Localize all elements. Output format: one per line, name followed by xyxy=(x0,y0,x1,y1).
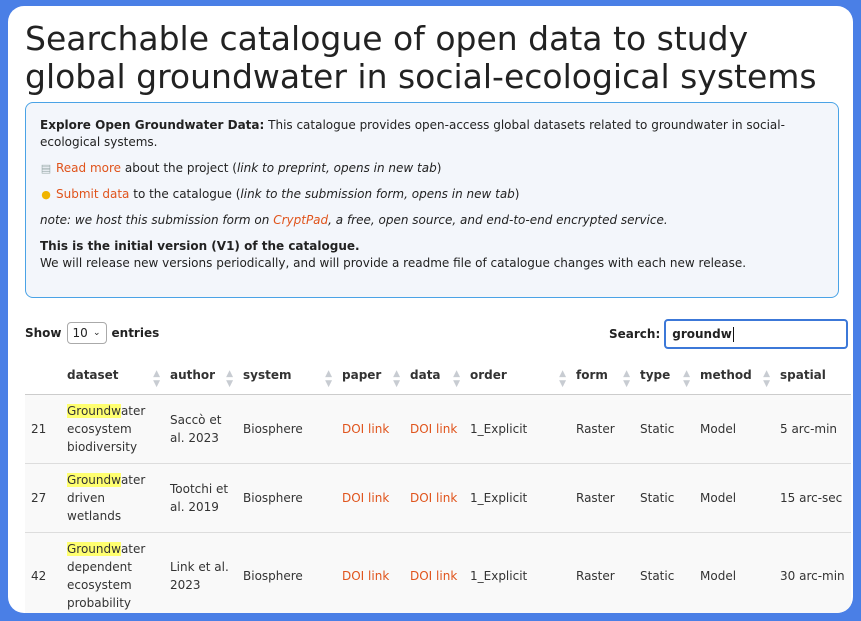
cell-order: 1_Explicit xyxy=(464,394,570,464)
col-header-dataset[interactable]: dataset ▲ ▼ xyxy=(61,356,164,395)
cell-spatial: 30 arc-min xyxy=(774,532,851,613)
data-doi-link[interactable]: DOI link xyxy=(404,394,464,464)
read-more-text: about the project ( xyxy=(121,161,237,175)
data-doi-link[interactable]: DOI link xyxy=(404,532,464,613)
col-header-type[interactable]: type ▲ ▼ xyxy=(634,356,694,395)
data-doi-link[interactable]: DOI link xyxy=(404,463,464,533)
search-highlight: Groundw xyxy=(67,404,121,418)
sort-icon: ▲ ▼ xyxy=(623,369,630,389)
sort-icon: ▲ ▼ xyxy=(453,369,460,389)
table-row: 21 Groundwater ecosystem biodiversity Sa… xyxy=(25,394,851,464)
read-more-note: link to preprint, opens in new tab xyxy=(236,161,437,175)
search-label: Search: xyxy=(609,327,661,341)
page-title: Searchable catalogue of open data to stu… xyxy=(25,19,817,96)
cell-id: 27 xyxy=(25,463,61,533)
notepad-icon: ▤ xyxy=(40,162,52,175)
entries-label: entries xyxy=(111,326,160,340)
cell-dataset: Groundwater ecosystem biodiversity xyxy=(61,394,164,464)
sort-icon: ▲ ▼ xyxy=(393,369,400,389)
cell-system: Biosphere xyxy=(237,394,336,464)
submit-note: link to the submission form, opens in ne… xyxy=(240,187,515,201)
sort-icon: ▲ ▼ xyxy=(683,369,690,389)
col-header-spatial[interactable]: spatial xyxy=(774,356,851,395)
chevron-down-icon: ⌄ xyxy=(92,328,101,338)
table-row: 42 Groundwater dependent ecosystem proba… xyxy=(25,532,851,613)
entries-control: Show 10 ⌄ entries xyxy=(25,322,159,344)
col-header-order[interactable]: order ▲ ▼ xyxy=(464,356,570,395)
cell-type: Static xyxy=(634,394,694,464)
cell-type: Static xyxy=(634,532,694,613)
sort-icon: ▲ ▼ xyxy=(226,369,233,389)
sort-icon: ▲ ▼ xyxy=(763,369,770,389)
sort-icon: ▲ ▼ xyxy=(559,369,566,389)
search-highlight: Groundw xyxy=(67,542,121,556)
cell-form: Raster xyxy=(570,532,634,613)
cell-author: Tootchi et al. 2019 xyxy=(164,463,237,533)
lightbulb-icon: ● xyxy=(41,188,51,201)
version-text: We will release new versions periodicall… xyxy=(40,256,747,270)
search-input[interactable]: groundw xyxy=(664,319,849,349)
col-header-method[interactable]: method ▲ ▼ xyxy=(694,356,774,395)
cell-author: Link et al. 2023 xyxy=(164,532,237,613)
cell-form: Raster xyxy=(570,463,634,533)
sort-icon: ▲ ▼ xyxy=(153,369,160,389)
table-header-row: dataset ▲ ▼ author ▲ ▼ system ▲ ▼ paper ▲ ▼ data… xyxy=(25,356,851,395)
cell-id: 42 xyxy=(25,532,61,613)
paper-doi-link[interactable]: DOI link xyxy=(336,463,404,533)
col-header-author[interactable]: author ▲ ▼ xyxy=(164,356,237,395)
cell-method: Model xyxy=(694,463,774,533)
explore-label: Explore Open Groundwater Data: xyxy=(40,118,265,132)
col-header-form[interactable]: form ▲ ▼ xyxy=(570,356,634,395)
version-block: This is the initial version (V1) of the … xyxy=(40,238,824,272)
cell-system: Biosphere xyxy=(237,463,336,533)
col-header-paper[interactable]: paper ▲ ▼ xyxy=(336,356,404,395)
show-label: Show xyxy=(25,326,62,340)
cell-system: Biosphere xyxy=(237,532,336,613)
cell-spatial: 5 arc-min xyxy=(774,394,851,464)
cell-author: Saccò et al. 2023 xyxy=(164,394,237,464)
col-header-data[interactable]: data ▲ ▼ xyxy=(404,356,464,395)
paper-doi-link[interactable]: DOI link xyxy=(336,394,404,464)
submit-text: to the catalogue ( xyxy=(129,187,241,201)
explore-paragraph: Explore Open Groundwater Data: This cata… xyxy=(40,117,824,151)
cell-method: Model xyxy=(694,532,774,613)
host-note: note: we host this submission form on Cr… xyxy=(40,212,824,229)
explore-text: This catalogue provides open-access glob… xyxy=(40,118,785,149)
host-note-a: note: we host this submission form on xyxy=(40,213,274,227)
col-header-id xyxy=(25,356,61,395)
cryptpad-link[interactable]: CryptPad xyxy=(273,213,329,227)
cell-dataset: Groundwater driven wetlands xyxy=(61,463,164,533)
cell-spatial: 15 arc-sec xyxy=(774,463,851,533)
table-row: 27 Groundwater driven wetlands Tootchi e… xyxy=(25,463,851,533)
text-caret xyxy=(732,326,734,342)
entries-select[interactable]: 10 ⌄ xyxy=(66,322,107,344)
cell-method: Model xyxy=(694,394,774,464)
search-highlight: Groundw xyxy=(67,473,121,487)
catalogue-table: dataset ▲ ▼ author ▲ ▼ system ▲ ▼ paper ▲ ▼ data… xyxy=(25,356,851,613)
cell-dataset: Groundwater dependent ecosystem probabil… xyxy=(61,532,164,613)
cell-form: Raster xyxy=(570,394,634,464)
cell-type: Static xyxy=(634,463,694,533)
read-more-link[interactable]: Read more xyxy=(56,161,122,175)
sort-icon: ▲ ▼ xyxy=(325,369,332,389)
paper-doi-link[interactable]: DOI link xyxy=(336,532,404,613)
col-header-system[interactable]: system ▲ ▼ xyxy=(237,356,336,395)
cell-id: 21 xyxy=(25,394,61,464)
read-more-line: ▤ Read more about the project (link to pr… xyxy=(40,161,442,175)
page-frame: Searchable catalogue of open data to stu… xyxy=(8,6,853,613)
cell-order: 1_Explicit xyxy=(464,532,570,613)
version-title: This is the initial version (V1) of the … xyxy=(40,239,360,253)
info-panel: Explore Open Groundwater Data: This cata… xyxy=(25,102,839,298)
host-note-b: , a free, open source, and end-to-end en… xyxy=(328,213,668,227)
search-control: Search: groundw xyxy=(609,319,849,349)
cell-order: 1_Explicit xyxy=(464,463,570,533)
submit-line: ● Submit data to the catalogue (link to t… xyxy=(41,187,520,201)
submit-data-link[interactable]: Submit data xyxy=(56,187,130,201)
